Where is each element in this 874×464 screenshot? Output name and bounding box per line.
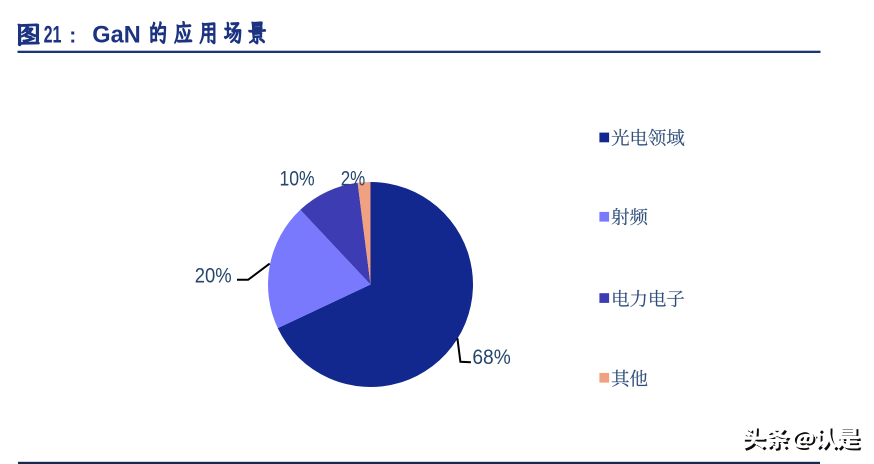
svg-text:21: 21	[44, 22, 62, 49]
svg-text:68%: 68%	[472, 346, 510, 369]
svg-text:2%: 2%	[341, 167, 366, 190]
svg-text:10%: 10%	[280, 167, 315, 190]
svg-text:GaN: GaN	[92, 22, 140, 49]
svg-text::: :	[69, 25, 76, 48]
svg-text:20%: 20%	[195, 264, 232, 287]
